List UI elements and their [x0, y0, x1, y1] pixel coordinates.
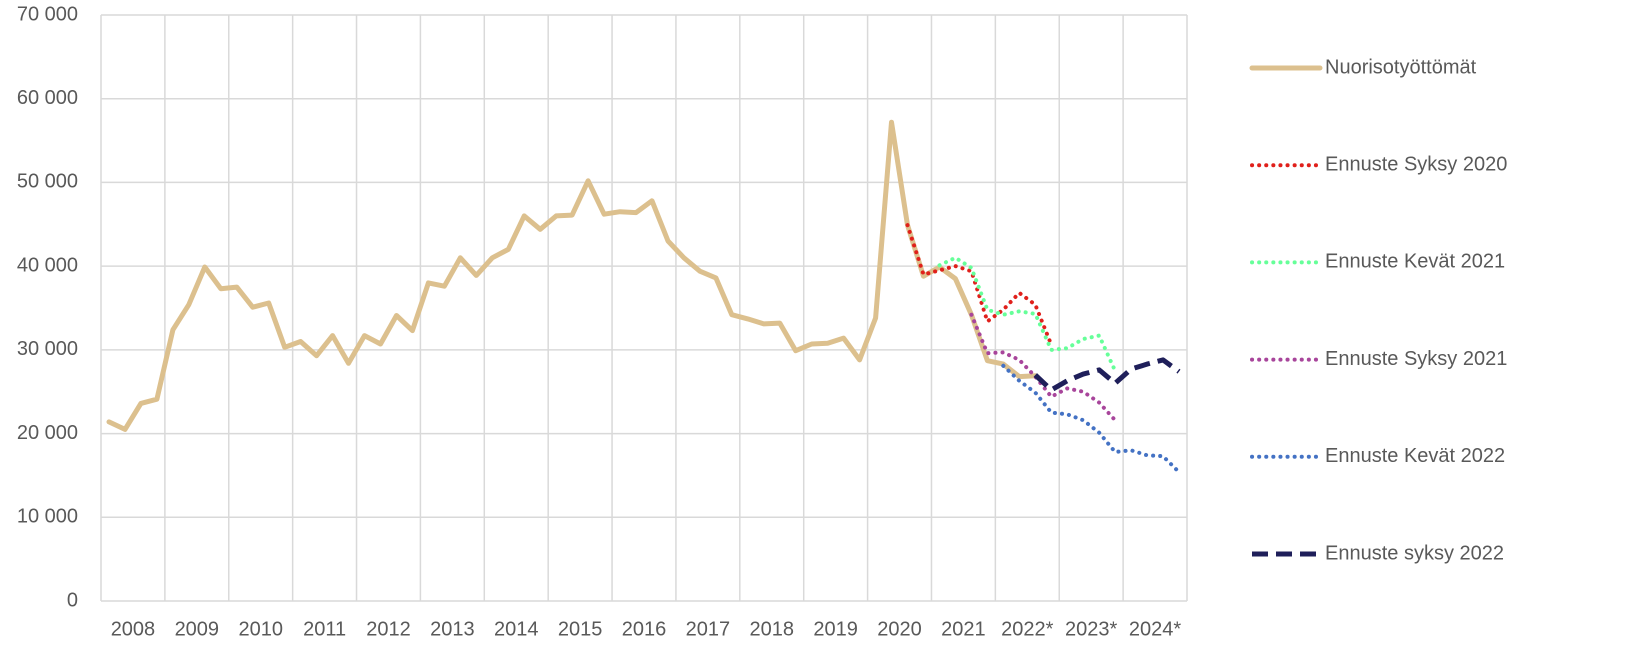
x-tick-label: 2009 — [175, 618, 220, 640]
y-tick-label: 70 000 — [17, 3, 78, 25]
x-tick-label: 2024* — [1129, 618, 1181, 640]
y-tick-label: 40 000 — [17, 254, 78, 276]
y-tick-label: 10 000 — [17, 506, 78, 528]
y-tick-label: 20 000 — [17, 422, 78, 444]
x-tick-label: 2019 — [813, 618, 858, 640]
x-tick-label: 2014 — [494, 618, 539, 640]
x-tick-label: 2015 — [558, 618, 603, 640]
y-tick-label: 60 000 — [17, 87, 78, 109]
legend-label: Ennuste Kevät 2022 — [1325, 445, 1505, 467]
series-line — [1001, 363, 1181, 475]
series-line — [1033, 357, 1181, 393]
legend-label: Ennuste syksy 2022 — [1325, 542, 1504, 564]
x-tick-label: 2008 — [111, 618, 156, 640]
x-tick-label: 2011 — [303, 618, 346, 640]
legend-label: Ennuste Kevät 2021 — [1325, 251, 1505, 273]
x-tick-label: 2012 — [366, 618, 411, 640]
legend-label: Nuorisotyöttömät — [1325, 56, 1477, 78]
x-tick-label: 2023* — [1065, 618, 1117, 640]
legend-label: Ennuste Syksy 2021 — [1325, 348, 1507, 370]
x-tick-label: 2022* — [1001, 618, 1053, 640]
x-tick-label: 2013 — [430, 618, 475, 640]
legend-label: Ennuste Syksy 2020 — [1325, 153, 1507, 175]
x-tick-label: 2017 — [686, 618, 731, 640]
series-line — [937, 255, 1118, 373]
y-tick-label: 50 000 — [17, 171, 78, 193]
x-tick-label: 2020 — [877, 618, 922, 640]
x-tick-label: 2021 — [941, 618, 986, 640]
x-tick-label: 2018 — [750, 618, 795, 640]
x-tick-label: 2010 — [238, 618, 283, 640]
series-line — [106, 119, 1038, 432]
y-tick-label: 30 000 — [17, 338, 78, 360]
y-tick-label: 0 — [67, 589, 78, 611]
series-line — [969, 312, 1118, 423]
x-tick-label: 2016 — [622, 618, 667, 640]
series-line — [905, 223, 1054, 347]
